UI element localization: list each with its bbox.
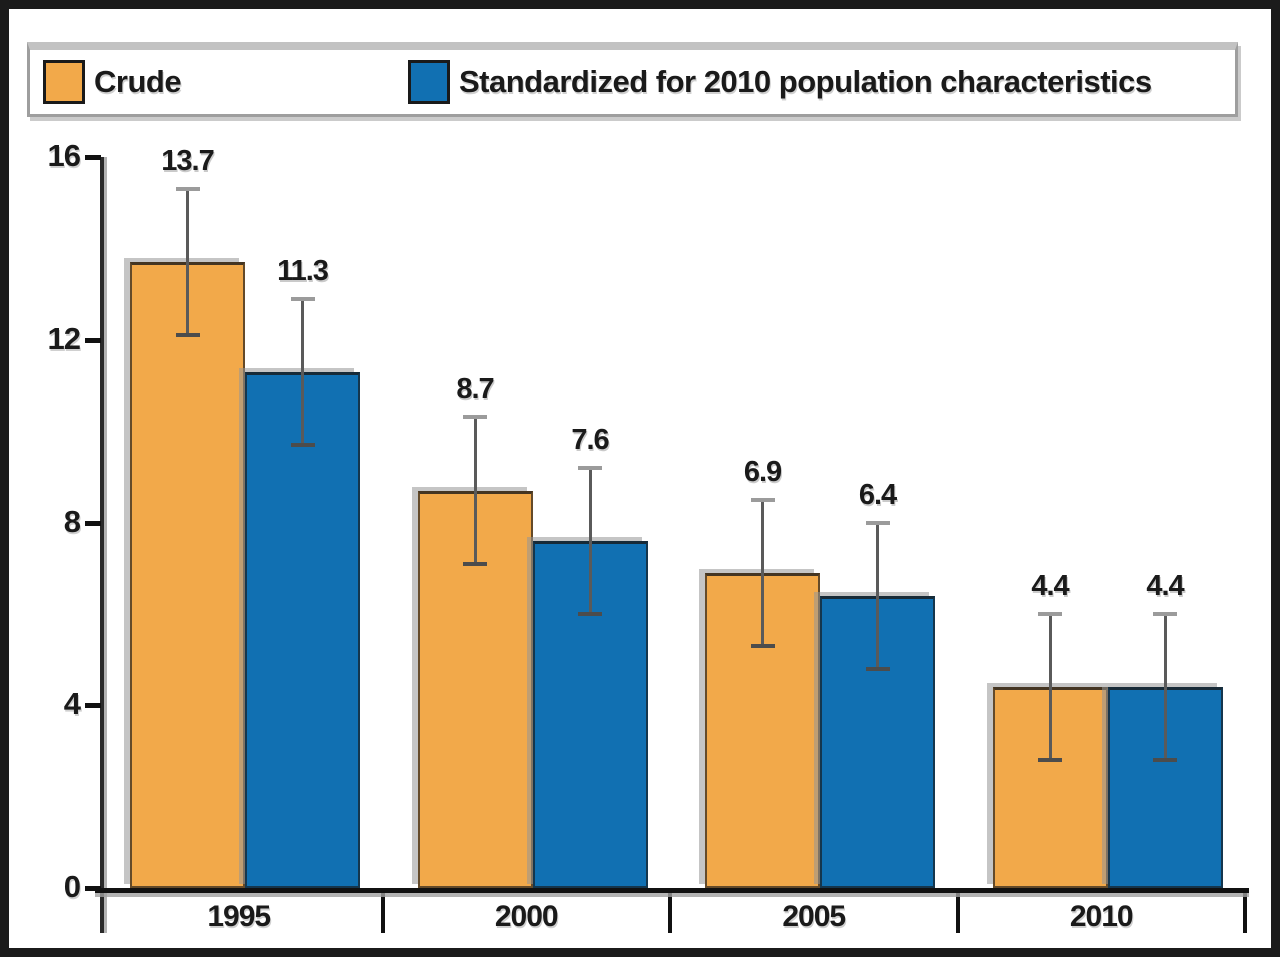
bar-crude-2010 [992, 686, 1108, 888]
error-bar-cap-bottom [463, 561, 487, 566]
bar-value-label: 13.7 [161, 144, 214, 177]
y-axis-line [100, 157, 104, 933]
bar-standardized-1995 [245, 371, 360, 888]
error-bar-cap-bottom [1038, 758, 1062, 763]
y-axis-tick [85, 520, 101, 526]
x-axis-category-label: 2010 [1069, 900, 1134, 933]
x-axis-category-label: 2000 [494, 900, 559, 933]
bar-value-label: 11.3 [277, 254, 329, 287]
error-bar-cap-top [1038, 611, 1062, 616]
bar-value-label: 8.7 [456, 373, 494, 406]
x-axis-tick [955, 888, 960, 933]
x-axis-category-label: 2005 [782, 900, 846, 933]
y-axis-tick-label: 8 [63, 503, 81, 539]
error-bar-line [473, 417, 477, 564]
legend-swatch-crude [43, 60, 85, 104]
error-bar-cap-bottom [865, 666, 890, 671]
y-axis-tick [85, 703, 101, 709]
error-bar-cap-top [463, 415, 487, 420]
error-bar-line [1048, 613, 1052, 761]
y-axis-tick-label: 16 [47, 138, 81, 173]
error-bar-line [761, 499, 764, 646]
error-bar-cap-bottom [290, 442, 315, 447]
legend-label-standardized: Standardized for 2010 population charact… [459, 64, 1152, 99]
legend: Crude Standardized for 2010 population c… [27, 42, 1238, 117]
bar-crude-2000 [417, 490, 533, 888]
y-axis-tick [85, 886, 101, 891]
error-bar-line [1163, 613, 1167, 761]
error-bar-cap-top [290, 296, 315, 301]
error-bar-cap-top [175, 186, 200, 191]
legend-item-crude: Crude [43, 50, 182, 114]
x-axis-line [95, 888, 1249, 893]
error-bar-cap-top [750, 497, 775, 502]
bar-value-label: 6.4 [858, 478, 897, 511]
error-bar-cap-top [578, 465, 602, 470]
bar-value-label: 4.4 [1031, 569, 1069, 602]
bar-value-label: 4.4 [1146, 569, 1184, 602]
x-axis-tick [1243, 888, 1247, 933]
error-bar-cap-bottom [175, 333, 200, 338]
bar-value-label: 7.6 [571, 423, 609, 456]
error-bar-cap-bottom [1153, 758, 1177, 763]
y-axis-tick-label: 4 [63, 686, 81, 722]
y-axis-tick [85, 337, 101, 343]
error-bar-line [301, 298, 304, 445]
error-bar-line [588, 467, 592, 614]
x-axis-tick [668, 888, 672, 933]
y-axis-tick [85, 155, 101, 160]
error-bar-cap-bottom [578, 611, 602, 616]
legend-swatch-standardized [408, 60, 450, 104]
error-bar-cap-bottom [750, 643, 775, 648]
legend-label-crude: Crude [94, 64, 182, 99]
x-axis-category-label: 1995 [207, 900, 271, 933]
y-axis-tick-label: 0 [63, 869, 81, 904]
bar-value-label: 6.9 [743, 455, 782, 488]
bar-crude-1995 [130, 262, 245, 888]
x-axis-tick [380, 888, 385, 933]
error-bar-line [186, 188, 189, 336]
error-bar-line [876, 522, 879, 669]
y-axis-tick-label: 12 [47, 320, 81, 356]
legend-item-standardized: Standardized for 2010 population charact… [408, 50, 1152, 114]
error-bar-cap-top [865, 520, 890, 525]
error-bar-cap-top [1153, 611, 1177, 616]
